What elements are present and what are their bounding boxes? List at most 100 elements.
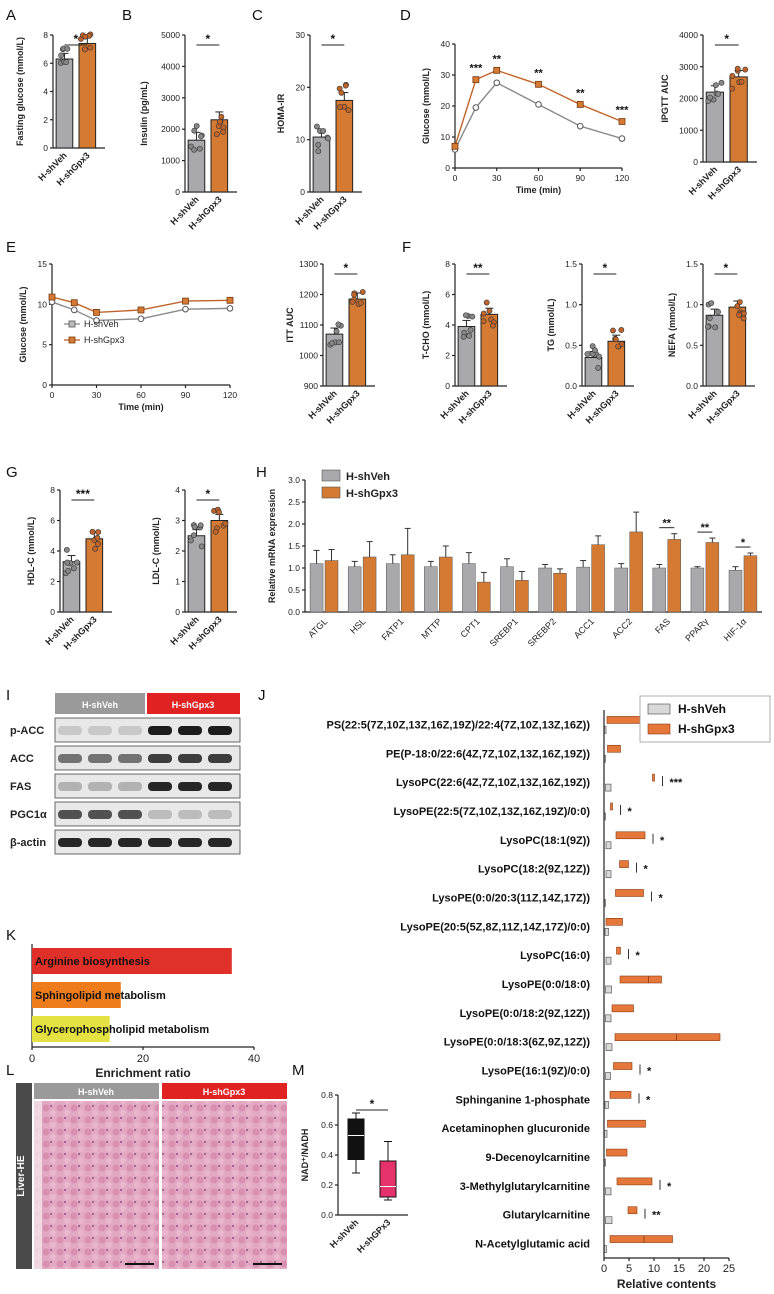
panel-k-pathway-label: Arginine biosynthesis bbox=[35, 956, 150, 968]
panel-j-box-gpx bbox=[652, 773, 655, 782]
panel-e-line-point-veh bbox=[182, 305, 189, 313]
panel-h-bar-veh bbox=[728, 569, 743, 613]
panel-c-point bbox=[337, 104, 343, 110]
panel-a-point bbox=[63, 59, 70, 66]
blot-row-label: FAS bbox=[10, 781, 31, 793]
panel-j-metabolite-label: LysoPE(22:5(7Z,10Z,13Z,16Z,19Z)/0:0) bbox=[394, 806, 591, 818]
panel-j-metabolite-label: Glutarylcarnitine bbox=[503, 1210, 590, 1222]
panel-j-box-veh bbox=[605, 1014, 612, 1023]
panel-j-box-gpx bbox=[615, 831, 646, 840]
panel-h-bar-gpx bbox=[705, 542, 720, 613]
panel-g-hdl-tick-label: 8 bbox=[50, 485, 55, 495]
panel-e-line-point-gpx bbox=[48, 293, 56, 301]
panel-e-line-line-veh bbox=[51, 301, 231, 322]
panel-g-hdl-point bbox=[92, 545, 99, 552]
blot-band bbox=[208, 782, 232, 791]
panel-j-box-veh bbox=[605, 985, 612, 994]
panel-e-line-xtick-label: 90 bbox=[181, 390, 191, 400]
panel-d-auc-point bbox=[707, 94, 713, 101]
panel-f-nefa-sig: * bbox=[724, 261, 729, 275]
blot-band bbox=[178, 838, 202, 847]
panel-j-metabolite-label: Sphinganine 1-phosphate bbox=[456, 1094, 590, 1106]
panel-g-hdl-tick-label: 6 bbox=[50, 516, 55, 526]
panel-e-auc-bar-gpx bbox=[348, 298, 367, 387]
panel-g-ldl-point bbox=[187, 537, 194, 544]
blot-band bbox=[148, 782, 172, 791]
panel-d-line-point-veh bbox=[618, 135, 626, 142]
histo-edge-veh bbox=[34, 1101, 42, 1269]
histo-header-gpx bbox=[162, 1083, 287, 1099]
panel-e-auc-point bbox=[357, 300, 364, 306]
panel-m-ylabel: NAD⁺/NADH bbox=[300, 1129, 310, 1182]
panel-e-line-xlabel: Time (min) bbox=[118, 402, 163, 412]
panel-e-line-point-gpx bbox=[182, 297, 189, 305]
panel-d-line-point-gpx bbox=[535, 80, 542, 88]
panel-j-sig: * bbox=[644, 864, 649, 876]
panel-h-category: HIF-1α bbox=[722, 616, 749, 643]
panel-f-tcho-tick-label: 6 bbox=[445, 290, 450, 300]
panel-j-sig: *** bbox=[670, 777, 684, 789]
panel-j-box-veh bbox=[605, 870, 612, 878]
panel-b-tick-label: 3000 bbox=[161, 93, 180, 103]
panel-j-metabolite-label: LysoPC(18:2(9Z,12Z)) bbox=[478, 864, 590, 876]
panel-f-tg-tick-label: 0.5 bbox=[565, 340, 577, 350]
panel-j-box-gpx bbox=[613, 1062, 633, 1070]
panel-j-legend-swatch-gpx bbox=[647, 723, 671, 735]
panel-label-d: D bbox=[400, 7, 411, 24]
panel-b-ylabel: Insulin (pg/mL) bbox=[139, 81, 149, 146]
histo-image-gpx bbox=[162, 1101, 287, 1269]
panel-j-metabolite-label: 9-Decenoylcarnitine bbox=[485, 1152, 590, 1164]
panel-f-tcho-point bbox=[469, 313, 476, 320]
panel-j-legend-veh: H-shVeh bbox=[678, 702, 726, 716]
blot-row-label: PGC1α bbox=[10, 809, 47, 821]
panel-d-line-ytick-label: 20 bbox=[441, 101, 451, 111]
panel-d-line-sig: *** bbox=[616, 105, 630, 117]
panel-d-line-xtick-label: 0 bbox=[453, 173, 458, 183]
panel-d-line-sig: ** bbox=[534, 67, 543, 79]
panel-d-line-sig: *** bbox=[469, 63, 483, 75]
panel-d-auc-ylabel: IPGTT AUC bbox=[660, 74, 670, 123]
blot-row-label: ACC bbox=[10, 753, 34, 765]
panel-a-ylabel: Fasting glucose (mmol/L) bbox=[15, 37, 25, 146]
panel-e-line-line-gpx bbox=[51, 296, 231, 314]
panel-j-box-gpx bbox=[605, 918, 623, 926]
panel-h-category: SREBP2 bbox=[526, 616, 558, 648]
panel-h-bar-veh bbox=[386, 563, 400, 613]
panel-a-sig: * bbox=[74, 32, 79, 46]
panel-a-tick-label: 4 bbox=[43, 87, 48, 97]
panel-a-tick-label: 0 bbox=[43, 143, 48, 153]
panel-d-line-xlabel: Time (min) bbox=[516, 185, 561, 195]
panel-g-hdl-point bbox=[74, 559, 80, 566]
panel-b-tick-label: 0 bbox=[175, 187, 180, 197]
panel-d-auc-point bbox=[712, 82, 719, 89]
panel-d-line-xtick-label: 90 bbox=[576, 173, 586, 183]
panel-d-auc-tick-label: 3000 bbox=[679, 62, 698, 72]
panel-e-line-ylabel: Glucose (mmol/L) bbox=[18, 286, 28, 362]
panel-label-b: B bbox=[122, 7, 132, 24]
panel-f-nefa-point bbox=[712, 324, 719, 331]
panel-h-tick-label: 0.0 bbox=[288, 607, 300, 617]
panel-h-category: CPT1 bbox=[458, 616, 481, 639]
panel-h-tick-label: 0.5 bbox=[288, 585, 300, 595]
panel-f-nefa-point bbox=[740, 310, 747, 317]
panel-h-bar-veh bbox=[614, 567, 628, 613]
panel-c-point bbox=[315, 148, 322, 155]
panel-k-tick-label: 20 bbox=[137, 1053, 149, 1065]
panel-f-tg-point bbox=[584, 351, 591, 357]
panel-h-bar-gpx bbox=[477, 581, 491, 613]
panel-h-bar-gpx bbox=[591, 544, 605, 613]
panel-h-bar-gpx bbox=[667, 539, 681, 613]
panel-f-tcho-point bbox=[486, 307, 493, 314]
panel-g-hdl-point bbox=[65, 568, 72, 574]
blot-band bbox=[88, 754, 112, 763]
panel-c-tick-label: 0 bbox=[300, 187, 305, 197]
panel-d-line-line-gpx bbox=[454, 69, 623, 147]
panel-e-auc-tick-label: 1300 bbox=[299, 259, 318, 269]
panel-a-point bbox=[64, 45, 71, 52]
panel-d-auc-point bbox=[742, 66, 749, 73]
panel-h-tick-label: 1.0 bbox=[288, 563, 300, 573]
panel-m-tick-label: 0.0 bbox=[321, 1210, 333, 1220]
liver-he-histology: Liver-HE H-shVeh H-shGpx3 bbox=[16, 1083, 287, 1269]
